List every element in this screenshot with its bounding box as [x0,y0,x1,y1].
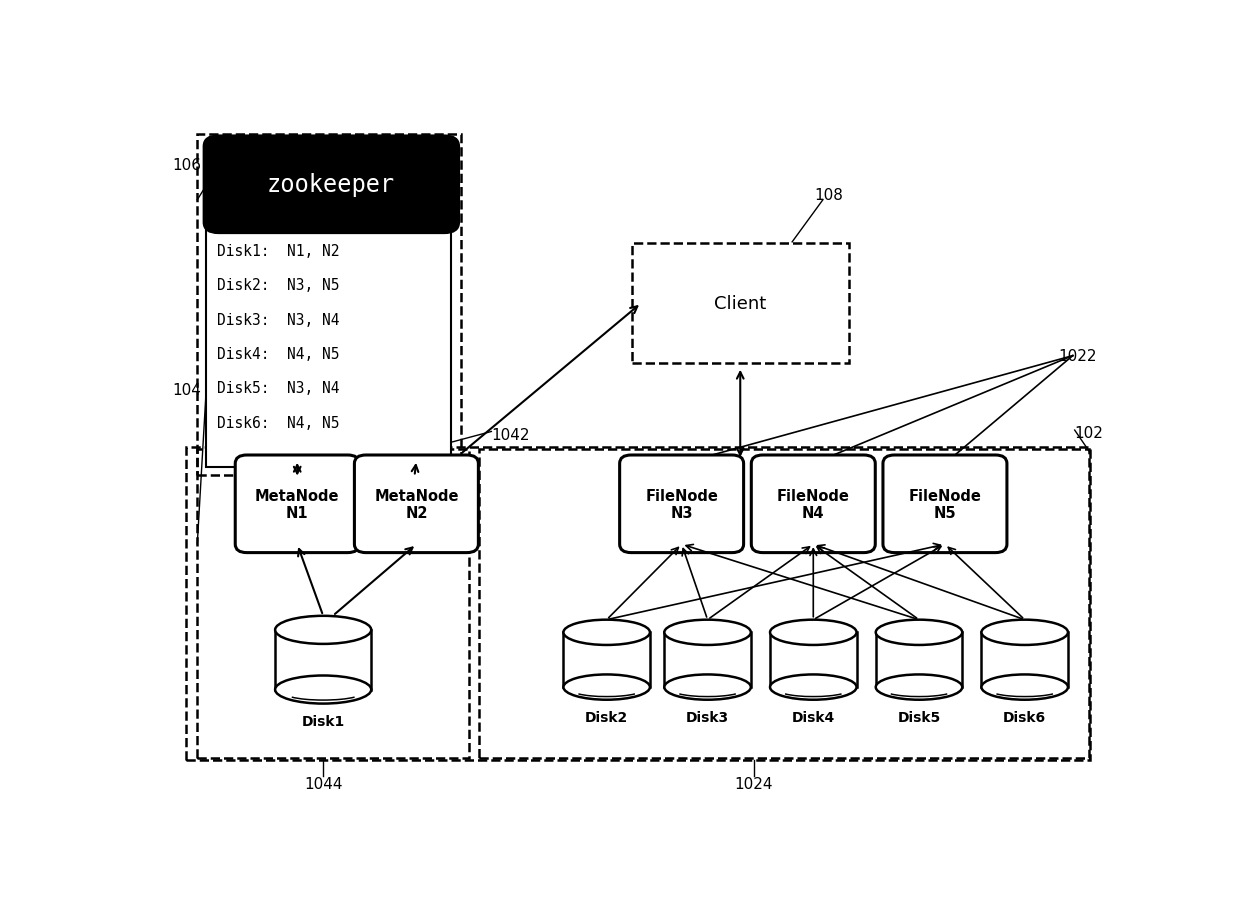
Text: MetaNode
N1: MetaNode N1 [255,488,340,520]
Ellipse shape [665,620,750,645]
Text: Disk4: Disk4 [791,711,835,724]
Text: 102: 102 [1075,426,1104,441]
Bar [631,243,849,364]
Bar [206,230,451,467]
Bar [197,449,469,758]
FancyBboxPatch shape [883,456,1007,553]
Text: 106: 106 [172,158,201,173]
Text: Disk5:  N3, N4: Disk5: N3, N4 [217,381,340,396]
Text: Disk5: Disk5 [898,711,941,724]
Text: Disk3:  N3, N4: Disk3: N3, N4 [217,312,340,327]
Text: Disk6:  N4, N5: Disk6: N4, N5 [217,415,340,430]
Ellipse shape [982,675,1068,700]
FancyBboxPatch shape [205,137,459,233]
Text: MetaNode
N2: MetaNode N2 [374,488,459,520]
FancyBboxPatch shape [751,456,875,553]
FancyBboxPatch shape [355,456,479,553]
Text: Disk2:  N3, N5: Disk2: N3, N5 [217,278,340,292]
FancyBboxPatch shape [620,456,744,553]
Ellipse shape [275,616,371,644]
Text: 1042: 1042 [491,427,529,443]
Ellipse shape [982,620,1068,645]
Text: Disk4:  N4, N5: Disk4: N4, N5 [217,347,340,362]
Text: Disk1: Disk1 [301,714,345,728]
Ellipse shape [770,620,857,645]
Bar [875,632,962,687]
Text: FileNode
N4: FileNode N4 [776,488,849,520]
Text: 104: 104 [172,383,201,397]
Text: 1022: 1022 [1058,349,1097,363]
Bar [275,630,371,690]
Ellipse shape [875,620,962,645]
Bar [770,632,857,687]
Text: 1024: 1024 [734,777,773,792]
Bar [479,449,1089,758]
Ellipse shape [770,675,857,700]
Text: Disk1:  N1, N2: Disk1: N1, N2 [217,243,340,259]
Text: Client: Client [714,294,766,312]
Bar [186,447,1090,761]
Text: 1044: 1044 [304,777,342,792]
Text: Disk6: Disk6 [1003,711,1047,724]
Text: 108: 108 [815,188,843,202]
Bar [563,632,650,687]
Text: zookeeper: zookeeper [267,173,396,197]
Bar [665,632,750,687]
Ellipse shape [275,676,371,704]
Text: FileNode
N5: FileNode N5 [909,488,981,520]
FancyBboxPatch shape [236,456,360,553]
Ellipse shape [665,675,750,700]
Ellipse shape [875,675,962,700]
Ellipse shape [563,675,650,700]
Text: FileNode
N3: FileNode N3 [645,488,718,520]
Text: Disk3: Disk3 [686,711,729,724]
Text: Disk2: Disk2 [585,711,629,724]
Bar [197,135,460,476]
Ellipse shape [563,620,650,645]
Bar [982,632,1068,687]
